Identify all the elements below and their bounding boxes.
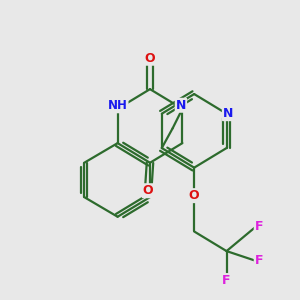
Text: F: F: [222, 274, 231, 287]
Text: N: N: [223, 107, 233, 120]
Text: O: O: [189, 189, 200, 202]
Text: O: O: [143, 184, 153, 197]
Text: NH: NH: [108, 99, 127, 112]
Text: O: O: [145, 52, 155, 65]
Text: N: N: [176, 99, 186, 112]
Text: F: F: [255, 254, 263, 267]
Text: F: F: [255, 220, 263, 233]
